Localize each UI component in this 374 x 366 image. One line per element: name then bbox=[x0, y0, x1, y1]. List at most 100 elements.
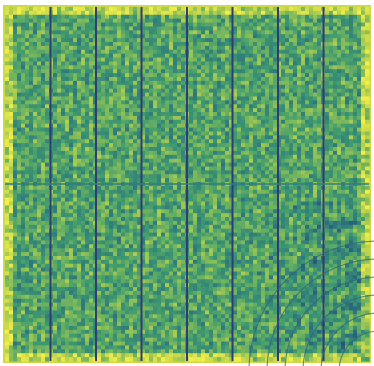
heatmap-cell bbox=[25, 158, 30, 164]
heatmap-cell bbox=[165, 65, 170, 70]
heatmap-cell bbox=[21, 119, 26, 125]
heatmap-cell bbox=[361, 127, 366, 133]
heatmap-cell bbox=[233, 147, 238, 152]
heatmap-cell bbox=[65, 174, 70, 179]
heatmap-cell bbox=[241, 185, 246, 191]
heatmap-cell bbox=[129, 42, 134, 47]
heatmap-cell bbox=[25, 92, 30, 98]
heatmap-cell bbox=[73, 143, 78, 148]
heatmap-cell bbox=[189, 135, 194, 140]
heatmap-cell bbox=[325, 150, 330, 156]
heatmap-cell bbox=[133, 92, 138, 98]
heatmap-cell bbox=[361, 61, 366, 66]
heatmap-cell bbox=[305, 77, 310, 82]
heatmap-cell bbox=[297, 30, 302, 35]
heatmap-cell bbox=[217, 174, 222, 179]
heatmap-cell bbox=[229, 88, 234, 94]
heatmap-cell bbox=[137, 209, 142, 214]
heatmap-cell bbox=[137, 69, 142, 74]
heatmap-cell bbox=[37, 143, 42, 148]
heatmap-cell bbox=[197, 45, 202, 51]
heatmap-cell bbox=[129, 135, 134, 140]
heatmap-cell bbox=[205, 115, 210, 121]
heatmap-cell bbox=[277, 139, 282, 144]
heatmap-cell bbox=[317, 205, 322, 210]
heatmap-cell bbox=[129, 100, 134, 105]
heatmap-cell bbox=[229, 154, 234, 160]
heatmap-cell bbox=[341, 115, 346, 121]
heatmap-cell bbox=[133, 57, 138, 63]
heatmap-cell bbox=[269, 26, 274, 31]
heatmap-cell bbox=[117, 205, 122, 210]
heatmap-cell bbox=[129, 213, 134, 218]
heatmap-cell bbox=[149, 170, 154, 175]
heatmap-cell bbox=[57, 73, 62, 78]
heatmap-cell bbox=[57, 14, 62, 20]
heatmap-cell bbox=[353, 10, 358, 16]
heatmap-cell bbox=[181, 73, 186, 78]
heatmap-cell bbox=[5, 170, 10, 175]
heatmap-cell bbox=[313, 135, 318, 140]
heatmap-cell bbox=[261, 18, 266, 24]
heatmap-cell bbox=[61, 26, 66, 31]
heatmap-cell bbox=[161, 217, 166, 222]
heatmap-cell bbox=[233, 112, 238, 117]
heatmap-cell bbox=[301, 57, 306, 63]
heatmap-cell bbox=[265, 170, 270, 175]
heatmap-cell bbox=[57, 213, 62, 218]
heatmap-cell bbox=[301, 77, 306, 82]
heatmap-cell bbox=[45, 139, 50, 144]
heatmap-cell bbox=[337, 96, 342, 101]
heatmap-cell bbox=[105, 45, 110, 51]
heatmap-cell bbox=[273, 26, 278, 31]
heatmap-cell bbox=[141, 18, 146, 24]
heatmap-cell bbox=[161, 108, 166, 113]
heatmap-cell bbox=[105, 104, 110, 109]
heatmap-cell bbox=[245, 185, 250, 191]
heatmap-cell bbox=[177, 96, 182, 101]
heatmap-cell bbox=[169, 73, 174, 78]
heatmap-cell bbox=[297, 77, 302, 82]
heatmap-cell bbox=[77, 158, 82, 164]
heatmap-cell bbox=[73, 14, 78, 20]
heatmap-cell bbox=[269, 108, 274, 113]
heatmap-cell bbox=[25, 14, 30, 20]
heatmap-cell bbox=[297, 147, 302, 152]
heatmap-cell bbox=[137, 170, 142, 175]
heatmap-cell bbox=[97, 115, 102, 121]
heatmap-cell bbox=[9, 38, 14, 43]
heatmap-cell bbox=[81, 84, 86, 90]
heatmap-cell bbox=[225, 100, 230, 105]
heatmap-cell bbox=[345, 65, 350, 70]
heatmap-cell bbox=[241, 30, 246, 35]
heatmap-cell bbox=[333, 26, 338, 31]
heatmap-cell bbox=[69, 57, 74, 63]
heatmap-cell bbox=[61, 189, 66, 195]
heatmap-cell bbox=[281, 112, 286, 117]
heatmap-cell bbox=[297, 108, 302, 113]
heatmap-cell bbox=[273, 119, 278, 125]
heatmap-cell bbox=[277, 189, 282, 195]
heatmap-cell bbox=[205, 162, 210, 168]
heatmap-cell bbox=[349, 61, 354, 66]
heatmap-cell bbox=[197, 18, 202, 24]
heatmap-cell bbox=[57, 96, 62, 101]
heatmap-cell bbox=[5, 69, 10, 74]
heatmap-cell bbox=[125, 34, 130, 39]
heatmap-cell bbox=[53, 119, 58, 125]
heatmap-cell bbox=[253, 18, 258, 24]
heatmap-cell bbox=[181, 189, 186, 195]
heatmap-cell bbox=[29, 34, 34, 39]
heatmap-cell bbox=[173, 38, 178, 43]
heatmap-cell bbox=[105, 53, 110, 59]
heatmap-cell bbox=[293, 123, 298, 129]
heatmap-cell bbox=[277, 115, 282, 121]
heatmap-cell bbox=[81, 131, 86, 136]
heatmap-cell bbox=[13, 100, 18, 105]
heatmap-cell bbox=[241, 205, 246, 210]
heatmap-cell bbox=[77, 147, 82, 152]
heatmap-cell bbox=[241, 154, 246, 160]
heatmap-cell bbox=[193, 162, 198, 168]
heatmap-cell bbox=[85, 84, 90, 90]
heatmap-cell bbox=[177, 119, 182, 125]
